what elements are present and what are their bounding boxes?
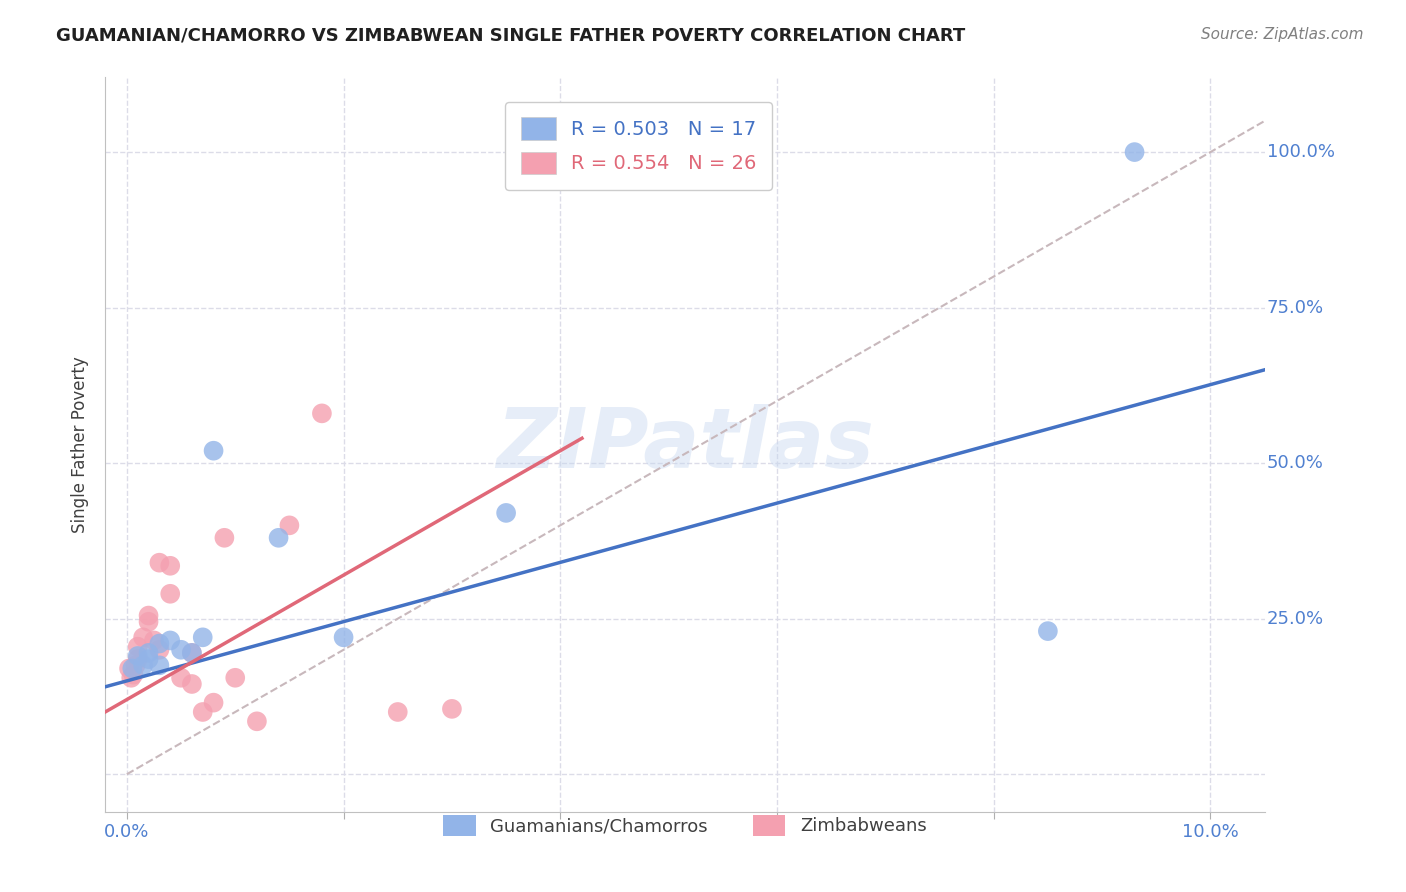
Point [246, 714, 269, 729]
Point [122, 667, 145, 681]
Text: 100.0%: 100.0% [1267, 143, 1334, 161]
Point [138, 652, 160, 666]
Y-axis label: Single Father Poverty: Single Father Poverty [72, 356, 89, 533]
Point [191, 705, 214, 719]
Point [127, 652, 149, 666]
Point [121, 661, 143, 675]
Point [124, 658, 146, 673]
Point [148, 658, 170, 673]
Point [214, 531, 236, 545]
Point [148, 636, 170, 650]
Point [148, 556, 170, 570]
Point [138, 646, 160, 660]
Point [138, 608, 160, 623]
Point [120, 671, 142, 685]
Point [311, 406, 333, 420]
Point [180, 646, 202, 660]
Point [278, 518, 301, 533]
Point [202, 696, 225, 710]
Text: Source: ZipAtlas.com: Source: ZipAtlas.com [1201, 27, 1364, 42]
Point [118, 661, 141, 675]
Point [180, 677, 202, 691]
Point [332, 630, 354, 644]
Text: ZIPatlas: ZIPatlas [496, 404, 875, 485]
Point [148, 642, 170, 657]
Legend: Guamanians/Chamorros, Zimbabweans: Guamanians/Chamorros, Zimbabweans [436, 807, 934, 843]
Point [159, 587, 181, 601]
Point [159, 558, 181, 573]
Point [1123, 145, 1146, 160]
Point [138, 615, 160, 629]
Point [143, 633, 166, 648]
Point [132, 658, 155, 673]
Point [1036, 624, 1059, 639]
Point [440, 702, 463, 716]
Point [127, 640, 149, 654]
Text: GUAMANIAN/CHAMORRO VS ZIMBABWEAN SINGLE FATHER POVERTY CORRELATION CHART: GUAMANIAN/CHAMORRO VS ZIMBABWEAN SINGLE … [56, 27, 966, 45]
Point [159, 633, 181, 648]
Point [387, 705, 409, 719]
Point [202, 443, 225, 458]
Point [224, 671, 246, 685]
Point [267, 531, 290, 545]
Text: 50.0%: 50.0% [1267, 454, 1324, 472]
Point [170, 642, 193, 657]
Point [191, 630, 214, 644]
Point [132, 630, 155, 644]
Point [495, 506, 517, 520]
Point [127, 648, 149, 663]
Point [180, 646, 202, 660]
Text: 75.0%: 75.0% [1267, 299, 1324, 317]
Point [170, 671, 193, 685]
Text: 25.0%: 25.0% [1267, 609, 1324, 628]
